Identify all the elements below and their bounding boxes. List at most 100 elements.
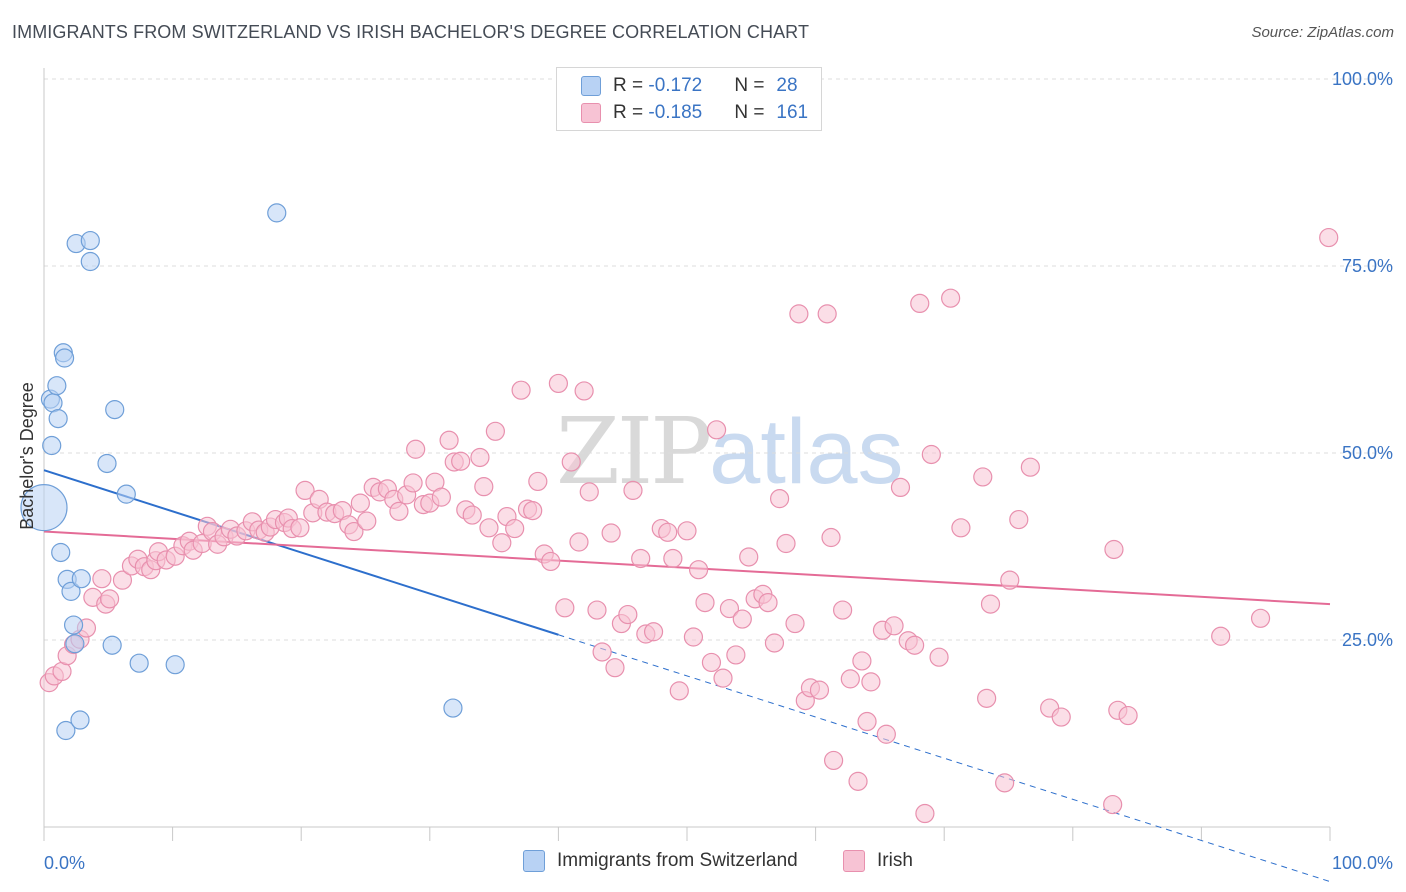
legend-r-value: -0.172 [648, 75, 703, 96]
axis-layer [43, 68, 1331, 841]
irish-point [980, 594, 1001, 614]
irish-point [890, 477, 911, 498]
switzerland-point [48, 408, 68, 429]
irish-point [439, 430, 459, 450]
legend-swatch-pink [581, 103, 601, 123]
irish-point [541, 551, 561, 572]
legend-n-value: 28 [776, 75, 798, 96]
irish-point [848, 771, 868, 791]
irish-point [876, 724, 896, 744]
y-tick-label: 50.0% [1342, 443, 1393, 463]
switzerland-point [129, 653, 149, 673]
irish-point [695, 592, 715, 613]
switzerland-point [267, 203, 287, 223]
switzerland-point [51, 542, 71, 563]
irish-point [592, 642, 612, 662]
irish-point [492, 533, 512, 553]
irish-point [561, 452, 581, 472]
switzerland-trend-extension [558, 634, 1331, 883]
irish-point [579, 482, 599, 502]
irish-point [726, 645, 746, 665]
irish-point [732, 609, 752, 629]
y-tick-label: 25.0% [1342, 630, 1393, 650]
irish-point [905, 635, 925, 655]
switzerland-point [71, 569, 91, 589]
irish-point [1103, 794, 1123, 815]
irish-point [505, 518, 525, 539]
irish-point [357, 511, 377, 531]
irish-point [403, 473, 423, 493]
irish-points [39, 227, 1339, 824]
irish-point [941, 288, 961, 308]
irish-point [785, 613, 805, 634]
irish-point [350, 493, 370, 513]
legend-swatch-blue [581, 76, 601, 96]
irish-point [861, 672, 881, 692]
legend-r-value: -0.185 [648, 102, 703, 123]
irish-point [921, 444, 941, 465]
switzerland-point [61, 581, 81, 601]
irish-point [1000, 570, 1020, 590]
irish-point [658, 522, 678, 542]
irish-point [290, 518, 310, 538]
irish-point [479, 518, 499, 538]
irish-point [688, 560, 709, 580]
irish-point [739, 547, 759, 567]
tick-labels: 25.0% 50.0% 75.0% 100.0% 0.0% 100.0% [44, 69, 1393, 873]
grid-layer [44, 78, 1394, 641]
irish-point [713, 668, 733, 688]
irish-point [548, 373, 569, 394]
irish-point [840, 669, 860, 689]
bottom-legend: Immigrants from Switzerland Irish [0, 850, 1406, 880]
irish-point [587, 600, 607, 620]
irish-point [485, 421, 505, 441]
irish-point [451, 451, 471, 471]
switzerland-point [42, 435, 62, 456]
irish-point [1319, 227, 1339, 248]
irish-point [462, 505, 482, 525]
irish-point [973, 467, 993, 487]
irish-point [809, 680, 830, 700]
irish-point [92, 569, 112, 589]
switzerland-point [63, 615, 84, 635]
switzerland-point [97, 453, 117, 474]
irish-point [344, 521, 364, 542]
irish-point [605, 658, 625, 678]
irish-point [406, 439, 426, 459]
irish-point [528, 471, 548, 492]
legend-n-label: N = [734, 102, 770, 123]
legend-r-label: R = [613, 75, 649, 96]
irish-point [995, 773, 1015, 793]
switzerland-point [165, 655, 185, 675]
switzerland-point [80, 230, 100, 251]
irish-point [1250, 608, 1271, 628]
irish-point [663, 548, 683, 569]
irish-point [295, 480, 315, 500]
irish-point [523, 500, 543, 521]
irish-point [769, 489, 790, 509]
irish-point [929, 647, 949, 667]
legend-row-switzerland: R = -0.172 N = 28 [581, 73, 798, 99]
irish-point [618, 604, 638, 625]
x-tick-label: 0.0% [44, 853, 85, 873]
irish-point [511, 380, 531, 400]
switzerland-point [54, 348, 75, 368]
irish-point [884, 616, 904, 636]
switzerland-point [56, 720, 76, 741]
irish-point [631, 548, 651, 569]
irish-point [821, 527, 841, 548]
irish-point [915, 803, 935, 824]
irish-point [574, 381, 594, 401]
irish-point [910, 293, 930, 313]
y-tick-label: 75.0% [1342, 256, 1393, 276]
chart-source: Source: ZipAtlas.com [1251, 24, 1394, 41]
irish-point [719, 598, 740, 619]
bottom-legend-label: Irish [877, 850, 913, 871]
chart-title: IMMIGRANTS FROM SWITZERLAND VS IRISH BAC… [12, 22, 810, 42]
irish-point [1020, 457, 1040, 477]
bottom-legend-switzerland: Immigrants from Switzerland [523, 850, 798, 872]
switzerland-point [102, 635, 122, 655]
irish-point [776, 533, 796, 554]
irish-point [683, 627, 704, 647]
